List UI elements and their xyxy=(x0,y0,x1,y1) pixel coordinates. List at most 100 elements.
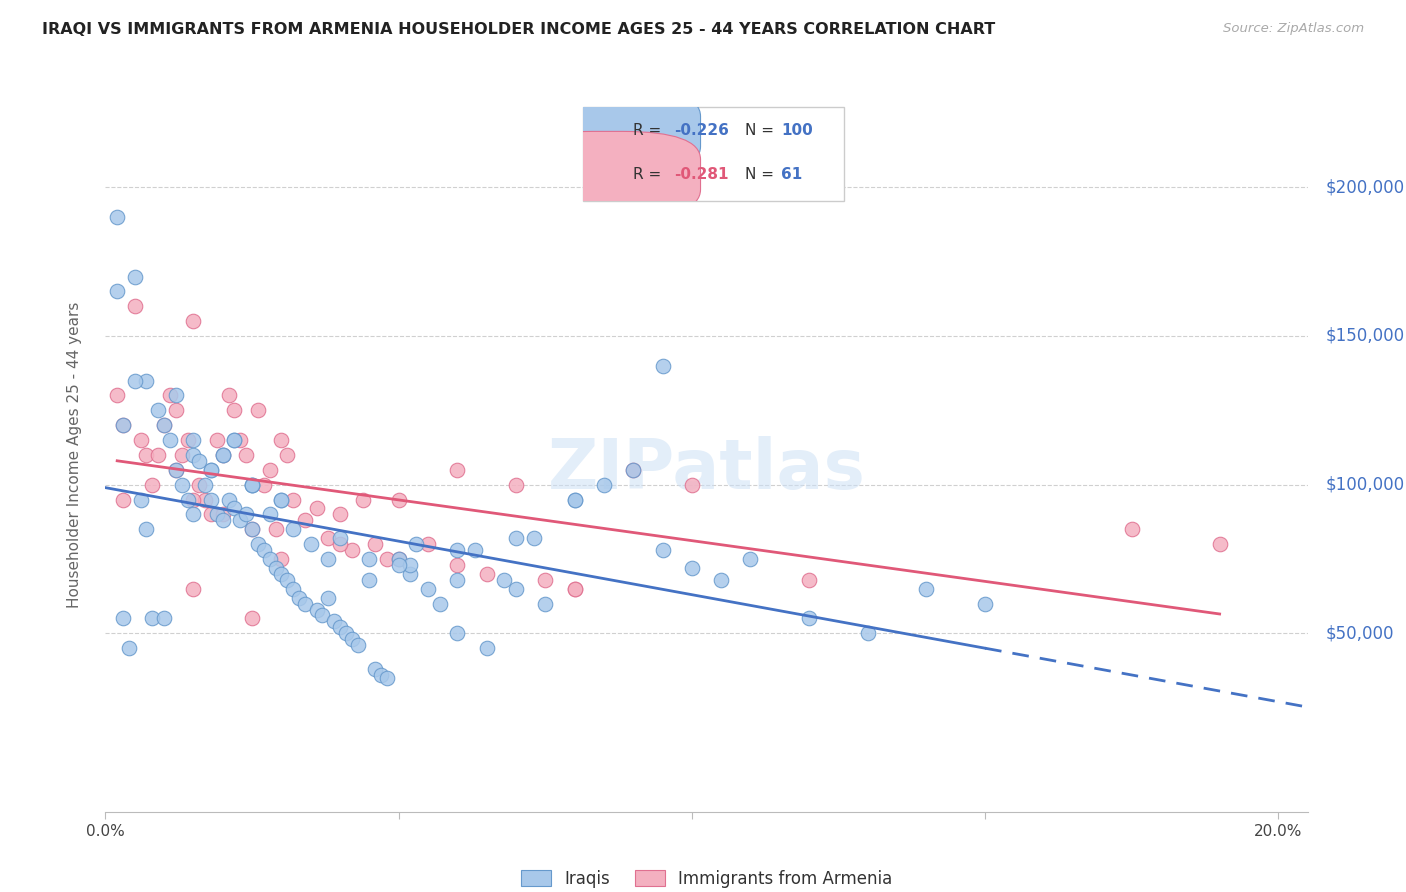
Point xyxy=(375,552,398,566)
Point xyxy=(370,668,392,682)
Text: -0.226: -0.226 xyxy=(675,123,730,138)
Point xyxy=(797,573,820,587)
Point xyxy=(270,552,292,566)
Text: 100: 100 xyxy=(782,123,813,138)
Point xyxy=(651,543,673,558)
Point xyxy=(399,566,422,581)
Point xyxy=(105,388,128,402)
Point xyxy=(416,582,439,596)
Point xyxy=(446,543,468,558)
Point xyxy=(353,492,375,507)
Text: IRAQI VS IMMIGRANTS FROM ARMENIA HOUSEHOLDER INCOME AGES 25 - 44 YEARS CORRELATI: IRAQI VS IMMIGRANTS FROM ARMENIA HOUSEHO… xyxy=(42,22,995,37)
Point xyxy=(316,591,339,605)
Point xyxy=(148,448,170,462)
Point xyxy=(856,626,879,640)
FancyBboxPatch shape xyxy=(516,88,700,175)
Point xyxy=(593,477,616,491)
Point xyxy=(340,543,363,558)
Point xyxy=(141,477,163,491)
Point xyxy=(200,492,222,507)
Point xyxy=(259,552,281,566)
Text: $100,000: $100,000 xyxy=(1326,475,1405,493)
Point xyxy=(316,552,339,566)
Point xyxy=(651,359,673,373)
Point xyxy=(235,448,257,462)
Point xyxy=(335,626,357,640)
Point xyxy=(288,591,311,605)
Point xyxy=(797,611,820,625)
Point xyxy=(534,573,557,587)
Text: N =: N = xyxy=(745,167,779,181)
Point xyxy=(124,269,146,284)
Point xyxy=(211,448,233,462)
Text: $50,000: $50,000 xyxy=(1326,624,1393,642)
Point xyxy=(416,537,439,551)
Point xyxy=(135,448,157,462)
Point xyxy=(405,537,427,551)
Text: N =: N = xyxy=(745,123,779,138)
Point xyxy=(194,477,217,491)
Point xyxy=(224,403,246,417)
Point xyxy=(218,388,240,402)
Point xyxy=(240,522,263,536)
Point xyxy=(159,433,181,447)
Point xyxy=(165,463,187,477)
Point xyxy=(200,463,222,477)
Point xyxy=(281,582,304,596)
Point xyxy=(329,537,352,551)
Text: $150,000: $150,000 xyxy=(1326,327,1405,345)
Point xyxy=(176,433,198,447)
Point xyxy=(118,641,141,656)
Text: $200,000: $200,000 xyxy=(1326,178,1405,196)
Point xyxy=(710,573,733,587)
Point xyxy=(200,463,222,477)
Point xyxy=(205,433,228,447)
Point xyxy=(915,582,938,596)
Point xyxy=(240,477,263,491)
Point xyxy=(170,477,193,491)
Point xyxy=(323,615,346,629)
Point xyxy=(211,508,233,522)
Point xyxy=(329,508,352,522)
Point xyxy=(305,501,328,516)
Text: -0.281: -0.281 xyxy=(675,167,730,181)
Point xyxy=(681,477,703,491)
Point xyxy=(281,492,304,507)
Point xyxy=(153,611,176,625)
Point xyxy=(974,597,997,611)
Point xyxy=(264,561,287,575)
Point xyxy=(505,477,527,491)
FancyBboxPatch shape xyxy=(583,107,844,201)
Point xyxy=(270,433,292,447)
Point xyxy=(183,582,205,596)
Point xyxy=(112,418,135,433)
Point xyxy=(429,597,451,611)
Point xyxy=(446,558,468,572)
Point xyxy=(399,558,422,572)
Point xyxy=(621,463,644,477)
Point xyxy=(621,463,644,477)
Point xyxy=(105,285,128,299)
Point xyxy=(183,492,205,507)
Point xyxy=(240,611,263,625)
Point xyxy=(176,492,198,507)
Point xyxy=(153,418,176,433)
Point xyxy=(165,463,187,477)
Point xyxy=(564,492,586,507)
Point xyxy=(364,537,387,551)
Point xyxy=(135,522,157,536)
Point xyxy=(534,597,557,611)
Point xyxy=(112,611,135,625)
Point xyxy=(364,662,387,676)
Point xyxy=(259,508,281,522)
Point xyxy=(129,492,152,507)
Point xyxy=(1121,522,1143,536)
Point xyxy=(246,537,269,551)
Point xyxy=(446,463,468,477)
Point xyxy=(475,566,498,581)
Point xyxy=(359,552,381,566)
Point xyxy=(294,597,316,611)
Point xyxy=(229,513,252,527)
Point xyxy=(505,531,527,545)
Point xyxy=(240,477,263,491)
